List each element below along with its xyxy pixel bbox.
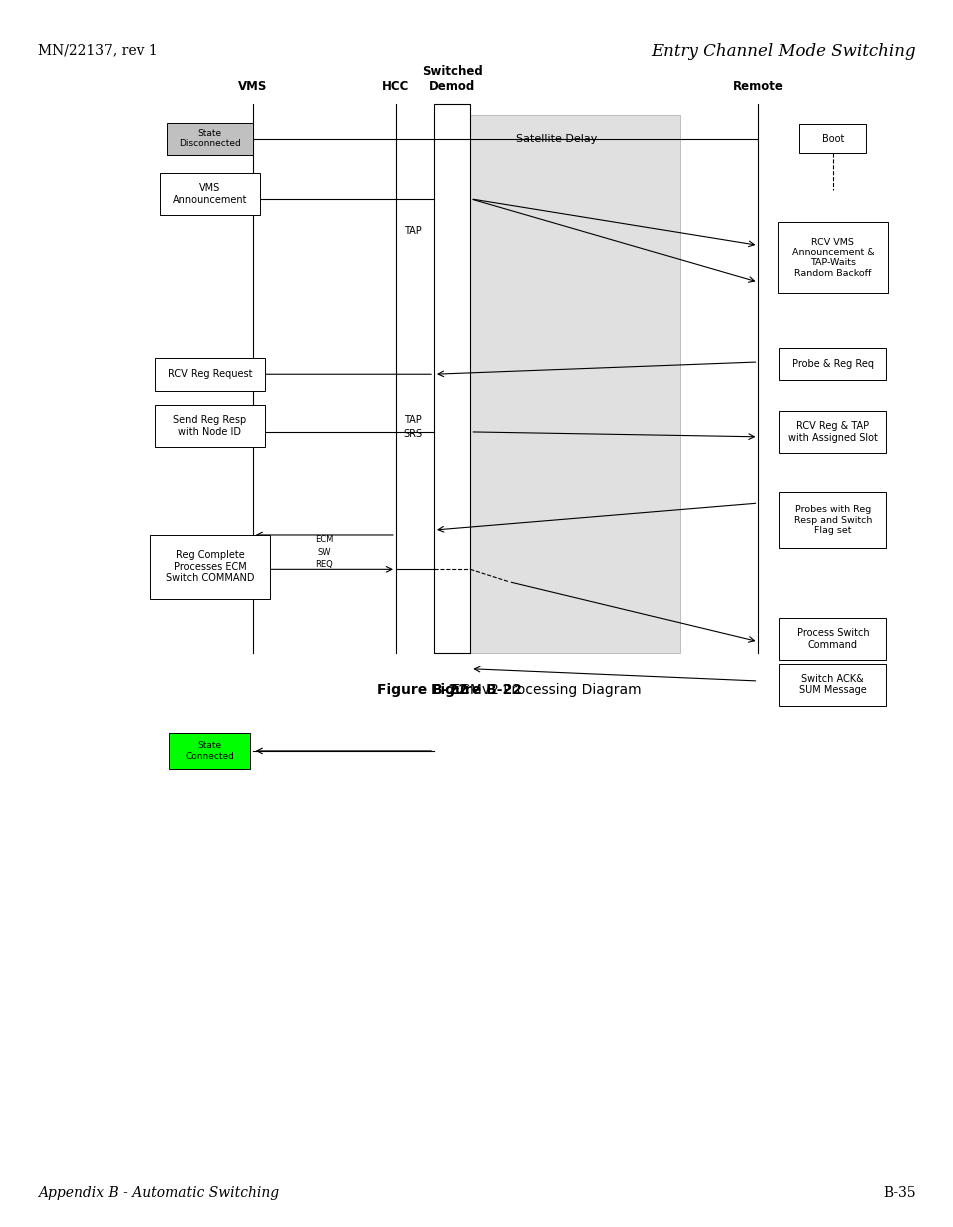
Text: REQ: REQ xyxy=(315,560,333,569)
Bar xyxy=(151,535,270,599)
Bar xyxy=(154,405,265,447)
Text: Process Switch
Command: Process Switch Command xyxy=(796,628,868,650)
Bar xyxy=(778,222,886,293)
Bar xyxy=(799,124,865,153)
Text: Switch ACK&
SUM Message: Switch ACK& SUM Message xyxy=(798,674,866,696)
Text: Figure B-22: Figure B-22 xyxy=(431,683,522,697)
Text: VMS
Announcement: VMS Announcement xyxy=(172,183,247,205)
Text: HCC: HCC xyxy=(382,80,409,93)
Text: Appendix B - Automatic Switching: Appendix B - Automatic Switching xyxy=(38,1187,279,1200)
Text: TAP: TAP xyxy=(403,226,421,236)
Text: Remote: Remote xyxy=(732,80,783,93)
Text: Probe & Reg Req: Probe & Reg Req xyxy=(791,360,873,369)
Bar xyxy=(154,358,265,390)
Text: ECMv2 Processing Diagram: ECMv2 Processing Diagram xyxy=(376,683,640,697)
Bar xyxy=(779,492,885,548)
Bar xyxy=(779,618,885,660)
Text: RCV VMS
Announcement &
TAP-Waits
Random Backoff: RCV VMS Announcement & TAP-Waits Random … xyxy=(791,238,873,277)
Bar xyxy=(434,104,470,653)
Text: SRS: SRS xyxy=(403,429,422,439)
Text: Reg Complete
Processes ECM
Switch COMMAND: Reg Complete Processes ECM Switch COMMAN… xyxy=(166,550,253,584)
Text: Probes with Reg
Resp and Switch
Flag set: Probes with Reg Resp and Switch Flag set xyxy=(793,506,871,535)
Bar xyxy=(434,115,679,653)
Bar xyxy=(167,123,253,155)
Text: Switched
Demod: Switched Demod xyxy=(421,65,482,93)
Text: Entry Channel Mode Switching: Entry Channel Mode Switching xyxy=(651,43,915,60)
Text: State
Disconnected: State Disconnected xyxy=(179,129,240,148)
Text: B-35: B-35 xyxy=(882,1187,915,1200)
Text: ECM: ECM xyxy=(314,535,334,545)
Text: RCV Reg & TAP
with Assigned Slot: RCV Reg & TAP with Assigned Slot xyxy=(787,421,877,443)
Text: TAP: TAP xyxy=(403,415,421,425)
Text: Send Reg Resp
with Node ID: Send Reg Resp with Node ID xyxy=(173,415,246,437)
Bar xyxy=(170,733,250,769)
Text: RCV Reg Request: RCV Reg Request xyxy=(168,369,252,379)
Bar xyxy=(779,411,885,453)
Text: VMS: VMS xyxy=(238,80,267,93)
Bar xyxy=(779,348,885,380)
Text: SW: SW xyxy=(317,547,331,557)
Text: Boot: Boot xyxy=(821,134,843,144)
Bar xyxy=(160,173,259,215)
Text: State
Connected: State Connected xyxy=(185,741,234,761)
Text: Figure B-22   ECMv2 Processing Diagram: Figure B-22 ECMv2 Processing Diagram xyxy=(335,683,618,697)
Text: MN/22137, rev 1: MN/22137, rev 1 xyxy=(38,43,158,56)
Text: Satellite Delay: Satellite Delay xyxy=(516,134,598,144)
Bar xyxy=(779,664,885,706)
Text: Figure B-22: Figure B-22 xyxy=(376,683,467,697)
